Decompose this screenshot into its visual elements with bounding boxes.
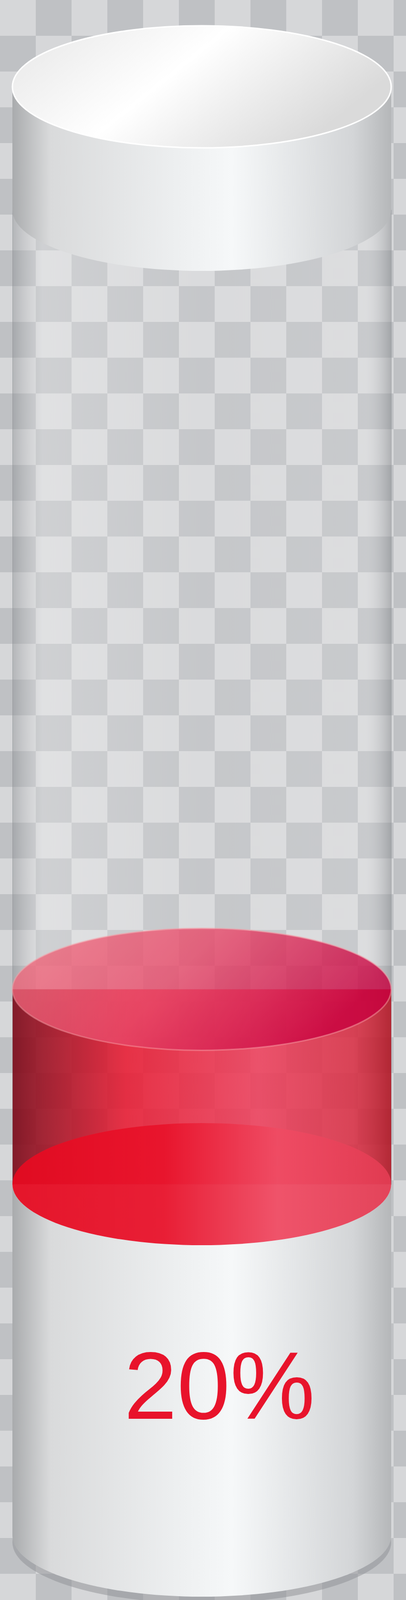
svg-text:20%: 20%	[124, 1332, 315, 1440]
